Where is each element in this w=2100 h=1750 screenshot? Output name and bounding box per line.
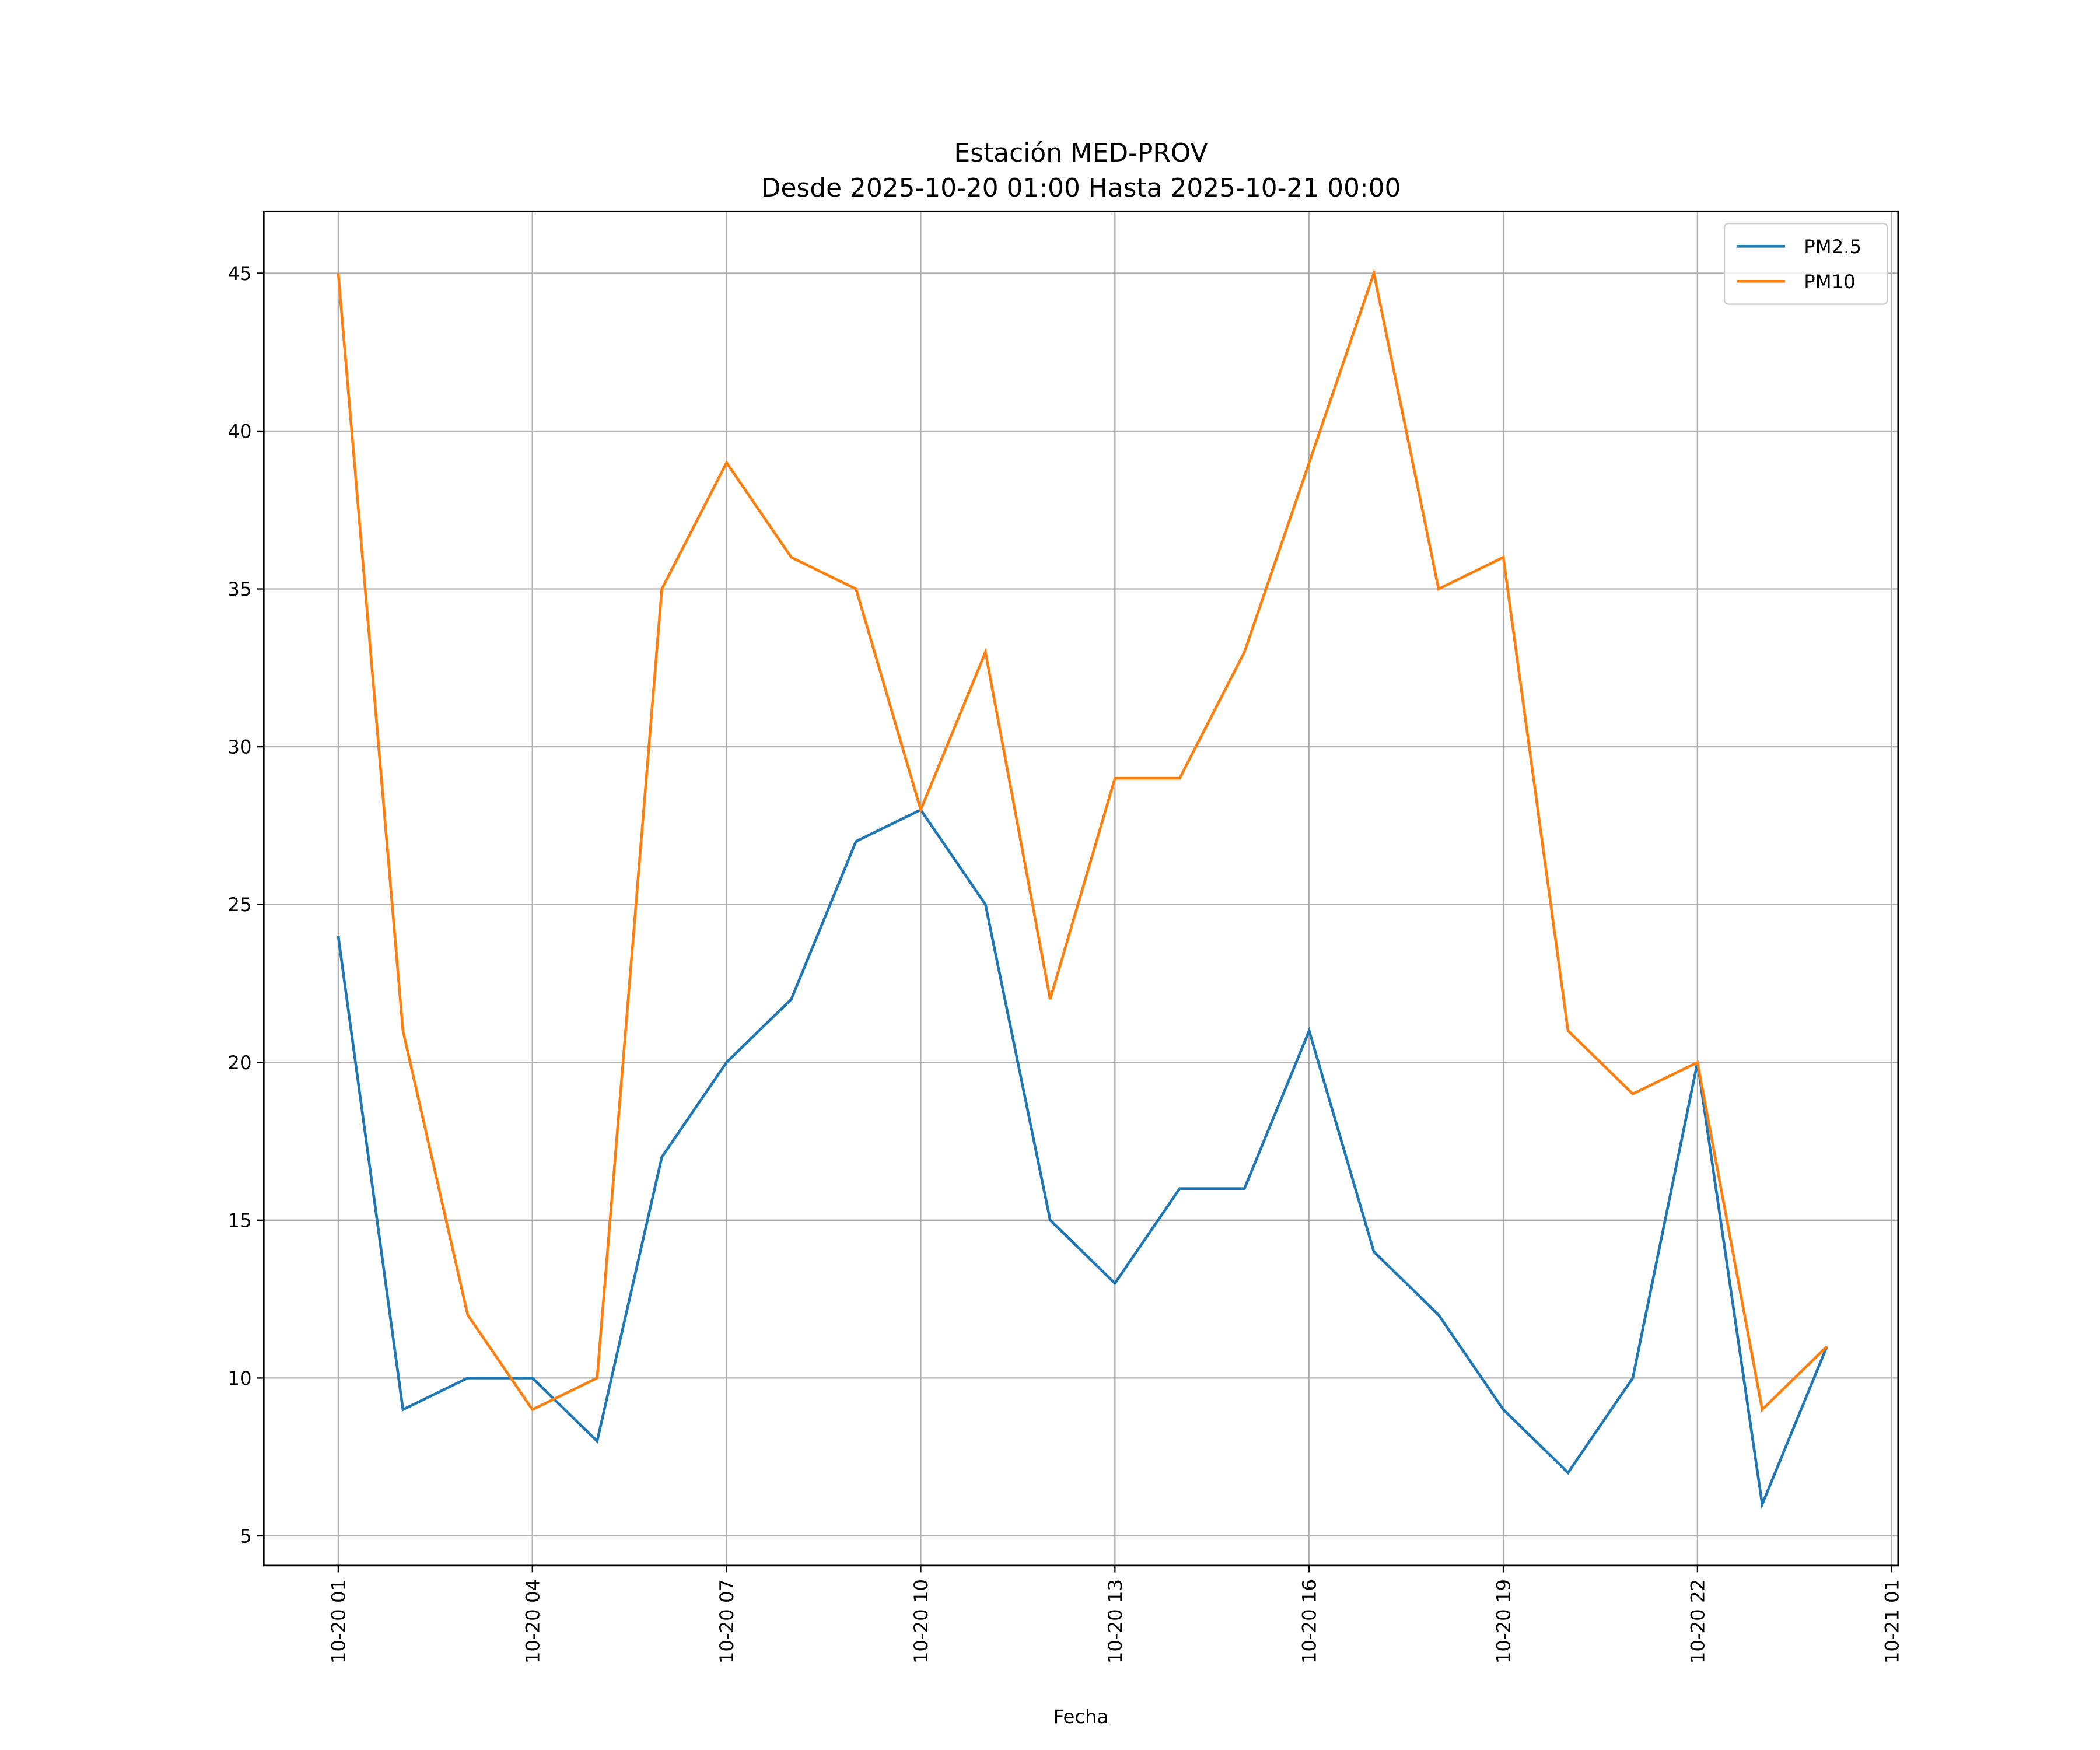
y-tick-label: 5 xyxy=(240,1525,252,1548)
axis-ticks: 5 10 15 20 25 30 35 40 45 10-20 01 10-20 04 10-20 0… xyxy=(228,262,1903,1664)
legend-label-pm25: PM2.5 xyxy=(1804,236,1861,258)
x-tick-label: 10-20 19 xyxy=(1493,1579,1515,1664)
series-line-pm10 xyxy=(337,268,1828,1413)
y-tick-label: 25 xyxy=(228,894,251,916)
x-tick-label: 10-20 01 xyxy=(327,1579,349,1664)
chart-subtitle: Desde 2025-10-20 01:00 Hasta 2025-10-21 … xyxy=(761,173,1401,203)
legend-label-pm10: PM10 xyxy=(1804,271,1855,293)
series-lines xyxy=(337,268,1828,1510)
y-tick-label: 10 xyxy=(228,1367,251,1390)
gridlines xyxy=(264,211,1898,1566)
legend-box xyxy=(1723,222,1888,305)
x-tick-label: 10-20 10 xyxy=(910,1579,932,1664)
x-tick-label: 10-20 22 xyxy=(1686,1579,1709,1664)
x-tick-label: 10-20 04 xyxy=(522,1579,544,1664)
chart-title: Estación MED-PROV xyxy=(954,138,1208,168)
y-tick-label: 20 xyxy=(228,1052,251,1074)
x-tick-label: 10-20 16 xyxy=(1298,1579,1321,1664)
x-tick-label: 10-21 01 xyxy=(1881,1579,1903,1664)
y-tick-label: 45 xyxy=(228,262,251,285)
y-tick-label: 35 xyxy=(228,578,251,600)
x-tick-label: 10-20 07 xyxy=(716,1579,738,1664)
y-tick-label: 15 xyxy=(228,1209,251,1231)
plot-frame xyxy=(262,210,1899,1567)
legend: PM2.5 PM10 xyxy=(1723,222,1888,305)
y-tick-label: 40 xyxy=(228,420,251,442)
series-line-pm25 xyxy=(337,808,1828,1510)
y-tick-label: 30 xyxy=(228,736,251,758)
x-tick-label: 10-20 13 xyxy=(1104,1579,1126,1664)
x-axis-label: Fecha xyxy=(1054,1706,1109,1728)
